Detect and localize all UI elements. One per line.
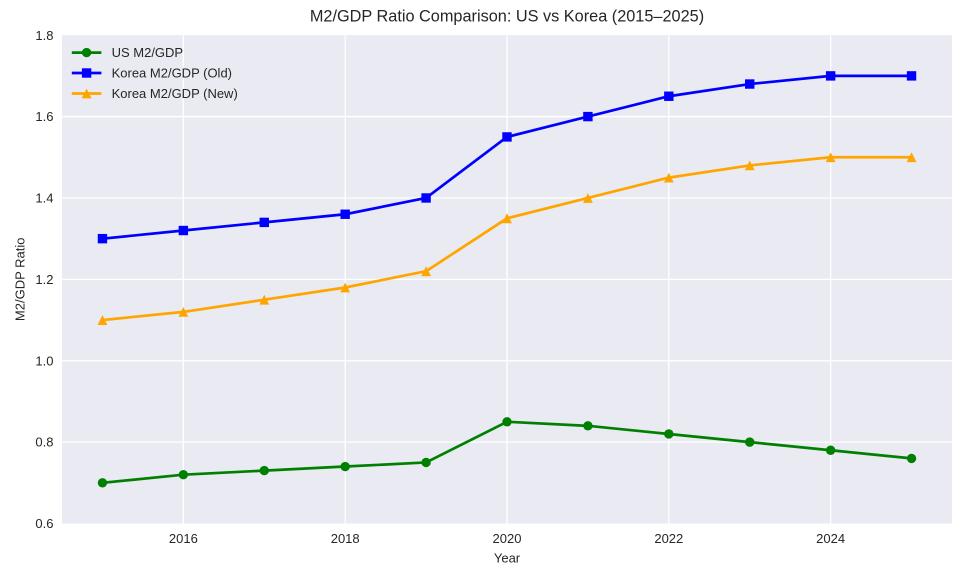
svg-text:1.0: 1.0: [35, 353, 53, 368]
svg-text:2024: 2024: [816, 531, 845, 546]
svg-text:Korea M2/GDP (New): Korea M2/GDP (New): [112, 86, 238, 101]
svg-text:0.8: 0.8: [35, 435, 53, 450]
svg-text:2022: 2022: [654, 531, 683, 546]
svg-text:2018: 2018: [331, 531, 360, 546]
svg-text:Korea M2/GDP (Old): Korea M2/GDP (Old): [112, 66, 232, 81]
svg-text:2020: 2020: [493, 531, 522, 546]
svg-text:1.6: 1.6: [35, 109, 53, 124]
svg-text:M2/GDP Ratio Comparison: US vs: M2/GDP Ratio Comparison: US vs Korea (20…: [310, 8, 704, 26]
svg-text:1.8: 1.8: [35, 28, 53, 43]
svg-text:US M2/GDP: US M2/GDP: [112, 45, 184, 60]
svg-text:M2/GDP Ratio: M2/GDP Ratio: [13, 238, 28, 322]
svg-text:1.4: 1.4: [35, 191, 53, 206]
svg-text:0.6: 0.6: [35, 516, 53, 531]
svg-text:1.2: 1.2: [35, 272, 53, 287]
svg-text:Year: Year: [494, 551, 521, 566]
svg-text:2016: 2016: [169, 531, 198, 546]
